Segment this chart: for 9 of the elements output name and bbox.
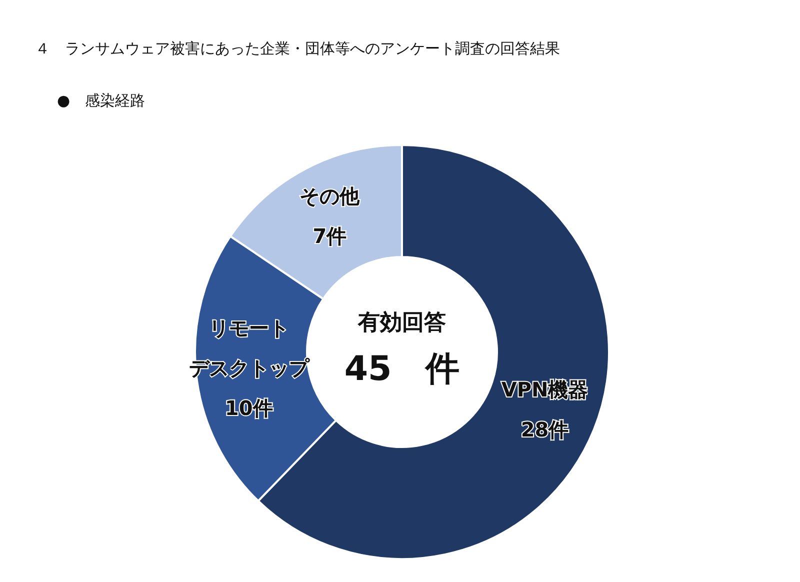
slice-label: その他: [300, 184, 361, 208]
text: 45 件: [344, 349, 460, 389]
data-label: 7件: [312, 224, 347, 248]
chart-title: ４ ランサムウェア被害にあった企業・団体等へのアンケート調査の回答結果: [35, 40, 560, 58]
data-label: 28件: [520, 418, 569, 442]
slice-label: VPN機器: [501, 378, 588, 402]
text: 有効回答: [357, 310, 446, 336]
chart-subtitle: ● 感染経路: [57, 92, 146, 110]
data-label: 10件: [224, 396, 273, 420]
